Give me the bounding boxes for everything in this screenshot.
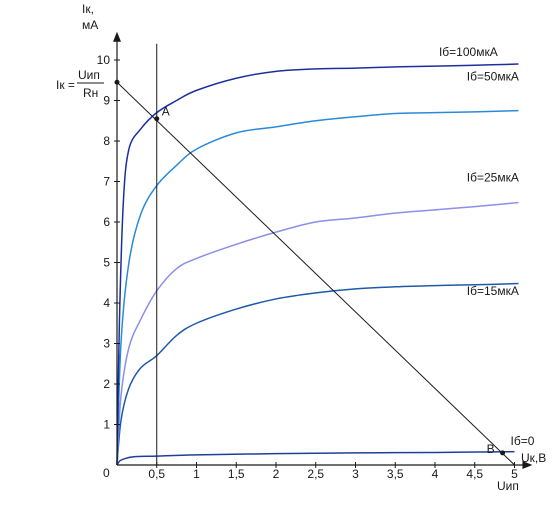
operating-point-label: A xyxy=(162,105,170,119)
y-tick-label: 8 xyxy=(103,134,110,148)
series-label: Iб=15мкА xyxy=(467,284,519,298)
series-layer xyxy=(116,63,519,466)
series-line xyxy=(116,201,519,466)
x-axis-arrow xyxy=(522,461,533,469)
origin-label: 0 xyxy=(103,466,110,480)
series-label: Iб=0 xyxy=(511,434,535,448)
x-axis-label: Uк,В xyxy=(521,451,546,465)
y-axis-label-line1: Iк, xyxy=(82,2,94,16)
y-tick-label: 6 xyxy=(103,215,110,229)
x-tick-label: 2,5 xyxy=(307,467,324,481)
series-line xyxy=(116,109,519,466)
y-tick-label: 1 xyxy=(103,418,110,432)
x-tick-label: 0,5 xyxy=(148,467,165,481)
series-line xyxy=(116,450,515,466)
x-tick-label: 1,5 xyxy=(228,467,245,481)
load-line xyxy=(116,81,515,466)
y-intercept-prefix: Iк = xyxy=(56,78,75,92)
x-tick-label: 4,5 xyxy=(466,467,483,481)
y-tick-label: 3 xyxy=(103,337,110,351)
y-tick-label: 9 xyxy=(103,94,110,108)
x-tick-label: 3,5 xyxy=(387,467,404,481)
x-axis-supply-label: Uип xyxy=(497,479,519,493)
y-axis-label-line2: мА xyxy=(82,18,98,32)
operating-point-dot xyxy=(154,116,160,122)
series-label: Iб=100мкА xyxy=(439,45,498,59)
load-line-intercept-dot xyxy=(114,79,120,85)
x-tick-label: 4 xyxy=(432,467,439,481)
x-tick-label: 1 xyxy=(193,467,200,481)
y-axis-arrow xyxy=(113,31,121,42)
y-tick-label: 5 xyxy=(103,256,110,270)
labels-layer: A B Iб=100мкА Iб=50мкА Iб=25мкА Iб=15мкА Iб=0 xyxy=(114,45,535,456)
y-tick-label: 10 xyxy=(97,53,111,67)
y-tick-label: 2 xyxy=(103,377,110,391)
y-intercept-denominator: Rн xyxy=(83,86,98,100)
y-tick-label: 4 xyxy=(103,296,110,310)
x-tick-label: 2 xyxy=(273,467,280,481)
series-line xyxy=(116,282,519,466)
ticks-layer: 0,5 1 1,5 2 2,5 3 3,5 4 4,5 5 1 2 3 4 5 6 7 8 9 10 xyxy=(97,53,519,481)
y-intercept-formula: Iк = Uип Rн xyxy=(56,68,104,100)
y-tick-label: 7 xyxy=(103,175,110,189)
x-tick-label: 3 xyxy=(352,467,359,481)
x-tick-label: 5 xyxy=(511,467,518,481)
y-intercept-numerator: Uип xyxy=(78,68,100,82)
series-line xyxy=(116,63,519,466)
series-label: Iб=50мкА xyxy=(467,69,519,83)
operating-point-dot xyxy=(500,450,506,456)
operating-point-label: B xyxy=(487,442,495,456)
series-label: Iб=25мкА xyxy=(467,171,519,185)
